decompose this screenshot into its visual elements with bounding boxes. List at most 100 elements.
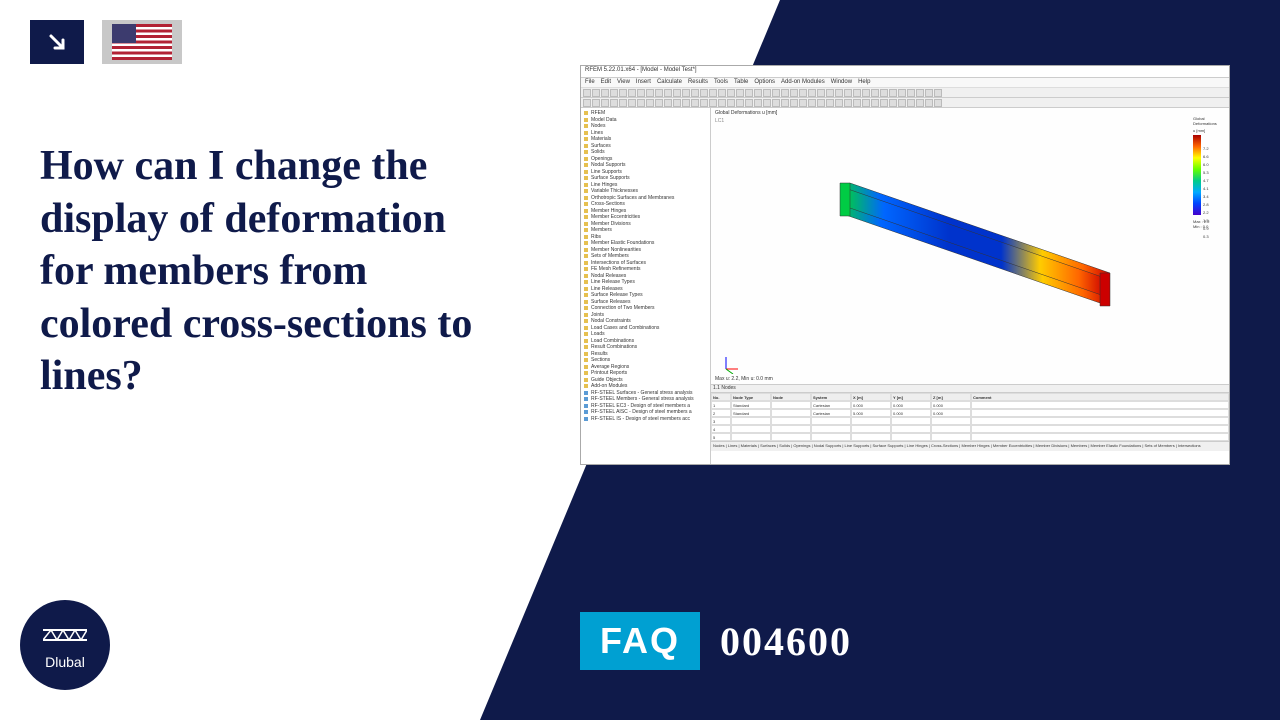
- toolbar-button[interactable]: [781, 89, 789, 97]
- table-cell[interactable]: 0.000: [931, 401, 971, 409]
- toolbar-button[interactable]: [682, 99, 690, 107]
- table-cell[interactable]: 2: [711, 409, 731, 417]
- toolbar-button[interactable]: [907, 99, 915, 107]
- toolbar-button[interactable]: [583, 99, 591, 107]
- toolbar-button[interactable]: [700, 99, 708, 107]
- toolbar-button[interactable]: [745, 89, 753, 97]
- table-cell[interactable]: [971, 409, 1229, 417]
- menu-item[interactable]: Add-on Modules: [781, 79, 825, 86]
- menu-item[interactable]: View: [617, 79, 630, 86]
- table-cell[interactable]: [811, 417, 851, 425]
- toolbar-button[interactable]: [601, 99, 609, 107]
- table-cell[interactable]: [771, 433, 811, 441]
- table-cell[interactable]: [931, 433, 971, 441]
- menu-item[interactable]: Table: [734, 79, 748, 86]
- toolbar-button[interactable]: [889, 89, 897, 97]
- toolbar-button[interactable]: [682, 89, 690, 97]
- toolbar-button[interactable]: [880, 99, 888, 107]
- table-cell[interactable]: 5: [711, 433, 731, 441]
- toolbar-button[interactable]: [889, 99, 897, 107]
- menu-item[interactable]: Calculate: [657, 79, 682, 86]
- menu-item[interactable]: Help: [858, 79, 870, 86]
- table-cell[interactable]: [891, 433, 931, 441]
- table-cell[interactable]: [771, 409, 811, 417]
- table-cell[interactable]: [731, 417, 771, 425]
- model-viewport[interactable]: Global Deformations u [mm] LC1: [711, 108, 1229, 384]
- table-cell[interactable]: Cartesian: [811, 409, 851, 417]
- table-cell[interactable]: 5.000: [851, 409, 891, 417]
- toolbar-button[interactable]: [592, 99, 600, 107]
- toolbar-button[interactable]: [790, 89, 798, 97]
- table-cell[interactable]: 0.000: [891, 409, 931, 417]
- toolbar-button[interactable]: [700, 89, 708, 97]
- tree-addon-item[interactable]: RF-STEEL IS - Design of steel members ac…: [583, 416, 708, 423]
- table-cell[interactable]: [811, 433, 851, 441]
- toolbar-button[interactable]: [781, 99, 789, 107]
- toolbar-button[interactable]: [835, 99, 843, 107]
- toolbar-button[interactable]: [763, 99, 771, 107]
- navigator-tree[interactable]: RFEMModel DataNodesLinesMaterialsSurface…: [581, 108, 711, 464]
- toolbar-button[interactable]: [673, 89, 681, 97]
- table-cell[interactable]: [931, 417, 971, 425]
- menu-item[interactable]: Edit: [601, 79, 611, 86]
- toolbar-button[interactable]: [880, 89, 888, 97]
- toolbar-button[interactable]: [763, 89, 771, 97]
- toolbar-button[interactable]: [871, 89, 879, 97]
- table-grid[interactable]: No.Node TypeNodeSystemX [m]Y [m]Z [m]Com…: [711, 393, 1229, 441]
- toolbar-button[interactable]: [799, 89, 807, 97]
- toolbar-button[interactable]: [673, 99, 681, 107]
- toolbar-button[interactable]: [628, 99, 636, 107]
- toolbar-button[interactable]: [916, 99, 924, 107]
- toolbar-button[interactable]: [736, 99, 744, 107]
- toolbar-button[interactable]: [619, 89, 627, 97]
- table-cell[interactable]: [731, 433, 771, 441]
- toolbar-button[interactable]: [871, 99, 879, 107]
- table-cell[interactable]: 1: [711, 401, 731, 409]
- table-cell[interactable]: [771, 401, 811, 409]
- table-cell[interactable]: [891, 425, 931, 433]
- toolbar-button[interactable]: [646, 89, 654, 97]
- toolbar-button[interactable]: [610, 89, 618, 97]
- menu-item[interactable]: Results: [688, 79, 708, 86]
- menu-item[interactable]: Window: [831, 79, 852, 86]
- toolbar-button[interactable]: [808, 89, 816, 97]
- toolbar-button[interactable]: [664, 89, 672, 97]
- table-cell[interactable]: [731, 425, 771, 433]
- toolbar-button[interactable]: [718, 99, 726, 107]
- table-cell[interactable]: 0.000: [891, 401, 931, 409]
- table-cell[interactable]: 0.000: [851, 401, 891, 409]
- toolbar-button[interactable]: [817, 89, 825, 97]
- table-cell[interactable]: [891, 417, 931, 425]
- toolbar-button[interactable]: [619, 99, 627, 107]
- toolbar-button[interactable]: [718, 89, 726, 97]
- toolbar-button[interactable]: [709, 89, 717, 97]
- toolbar-button[interactable]: [772, 99, 780, 107]
- table-cell[interactable]: Standard: [731, 401, 771, 409]
- toolbar-button[interactable]: [601, 89, 609, 97]
- toolbar-button[interactable]: [646, 99, 654, 107]
- toolbar-button[interactable]: [862, 99, 870, 107]
- toolbar-button[interactable]: [691, 99, 699, 107]
- table-cell[interactable]: Cartesian: [811, 401, 851, 409]
- toolbar-button[interactable]: [862, 89, 870, 97]
- toolbar-button[interactable]: [691, 89, 699, 97]
- table-cell[interactable]: [851, 417, 891, 425]
- toolbar-button[interactable]: [637, 99, 645, 107]
- table-cell[interactable]: [971, 433, 1229, 441]
- toolbar-button[interactable]: [655, 99, 663, 107]
- table-cell[interactable]: [851, 433, 891, 441]
- table-cell[interactable]: [851, 425, 891, 433]
- toolbar-button[interactable]: [844, 89, 852, 97]
- toolbar-button[interactable]: [754, 99, 762, 107]
- toolbar-button[interactable]: [934, 99, 942, 107]
- toolbar-button[interactable]: [817, 99, 825, 107]
- toolbar-button[interactable]: [799, 99, 807, 107]
- table-tabs[interactable]: Nodes | Lines | Materials | Surfaces | S…: [711, 441, 1229, 451]
- table-cell[interactable]: [771, 417, 811, 425]
- toolbar-button[interactable]: [853, 99, 861, 107]
- toolbar-button[interactable]: [790, 99, 798, 107]
- table-cell[interactable]: [971, 425, 1229, 433]
- toolbar-button[interactable]: [736, 89, 744, 97]
- toolbar-button[interactable]: [826, 99, 834, 107]
- toolbar-button[interactable]: [925, 99, 933, 107]
